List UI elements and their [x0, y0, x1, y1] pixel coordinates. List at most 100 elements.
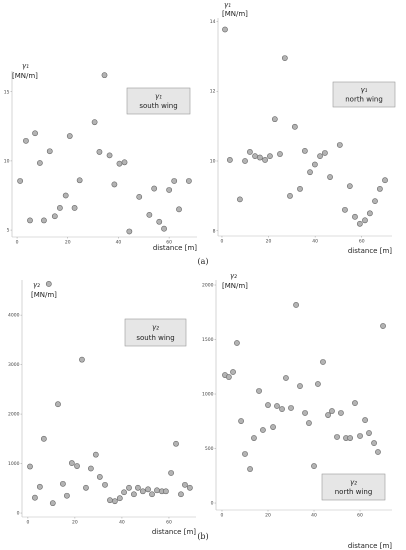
- data-point: [62, 192, 69, 199]
- data-point: [311, 463, 317, 469]
- y-tick-label: 1000: [8, 461, 20, 467]
- data-point: [257, 154, 263, 161]
- data-point: [352, 213, 358, 220]
- legend-box: [126, 87, 191, 115]
- data-point: [291, 123, 298, 130]
- y-tick-label: 1500: [202, 337, 214, 343]
- data-point: [126, 484, 132, 491]
- data-point: [116, 495, 123, 502]
- legend-title: γ₁: [361, 86, 368, 94]
- data-point: [178, 491, 184, 498]
- y-axis-label: γ₂: [33, 281, 40, 289]
- data-point: [32, 494, 38, 501]
- y-axis-unit: [MN/m]: [31, 291, 57, 299]
- data-point: [265, 402, 271, 408]
- data-point: [56, 205, 63, 211]
- data-point: [247, 149, 253, 155]
- data-point: [36, 483, 43, 490]
- data-point: [17, 178, 24, 184]
- x-tick-label: 0: [221, 239, 224, 245]
- data-point: [270, 424, 276, 430]
- legend-box: [321, 473, 386, 501]
- y-tick-label: 1000: [202, 392, 214, 398]
- data-point: [297, 383, 303, 389]
- data-point: [226, 157, 233, 163]
- data-point: [251, 435, 257, 441]
- chart-panel: 0 500 1000 1500 2000 0 20 40 60 γ₂ [MN/m] distance …: [202, 272, 392, 550]
- data-point: [362, 417, 368, 423]
- data-point: [135, 484, 141, 491]
- data-point: [92, 451, 99, 458]
- x-axis-label: distance [m]: [152, 528, 196, 536]
- data-point: [66, 133, 73, 139]
- data-point: [55, 401, 61, 408]
- data-point: [301, 147, 308, 154]
- y-axis-label: γ₂: [230, 272, 237, 280]
- data-point: [151, 185, 158, 192]
- data-point: [382, 177, 388, 184]
- data-point: [366, 430, 372, 436]
- data-point: [338, 410, 344, 416]
- data-point: [356, 220, 363, 227]
- data-point: [27, 217, 33, 224]
- x-axis-label: distance [m]: [348, 247, 392, 255]
- data-point: [267, 153, 273, 160]
- data-point: [27, 463, 33, 470]
- data-point: [260, 427, 266, 433]
- data-point: [366, 210, 373, 217]
- data-point: [283, 375, 289, 381]
- data-point: [166, 187, 173, 193]
- x-tick-label: 20: [65, 240, 71, 246]
- data-point: [76, 177, 83, 184]
- data-point: [186, 484, 193, 491]
- data-point: [106, 152, 113, 159]
- legend-title: γ₂: [152, 324, 159, 332]
- data-point: [107, 497, 113, 504]
- data-point: [176, 206, 182, 213]
- x-tick-label: 60: [166, 520, 172, 526]
- data-point: [230, 369, 236, 375]
- data-point: [372, 198, 378, 205]
- data-point: [111, 498, 118, 505]
- y-tick-label: 0: [17, 511, 20, 517]
- data-point: [252, 153, 258, 160]
- data-point: [156, 218, 163, 225]
- y-axis-unit: [MN/m]: [222, 10, 248, 18]
- data-point: [71, 205, 78, 211]
- data-point: [154, 487, 160, 494]
- data-point: [277, 151, 283, 157]
- x-tick-label: 20: [266, 239, 272, 245]
- data-point: [163, 488, 169, 495]
- y-tick-label: 5: [7, 228, 10, 234]
- data-point: [327, 174, 333, 180]
- legend-subtitle: north wing: [335, 488, 373, 496]
- data-point: [79, 356, 85, 363]
- y-tick-label: 12: [210, 89, 216, 95]
- y-tick-label: 500: [205, 446, 214, 452]
- y-tick-label: 10: [210, 159, 216, 165]
- data-point: [242, 158, 248, 164]
- data-point: [136, 193, 143, 200]
- data-point: [347, 435, 354, 441]
- legend-subtitle: north wing: [345, 96, 383, 104]
- data-point: [126, 228, 133, 235]
- chart-panel: 0 1000 2000 3000 4000 0 20 40 60 γ₂ [MN/m] distance…: [8, 280, 196, 536]
- chart-panel: 5 10 15 0 20 40 60 γ₁ [MN/m] distance [m] γ₁ south …: [4, 62, 197, 252]
- legend-title: γ₁: [155, 92, 162, 100]
- x-tick-label: 20: [72, 520, 78, 526]
- panel-label: (b): [197, 532, 208, 541]
- x-tick-label: 40: [119, 520, 125, 526]
- data-point: [302, 410, 308, 416]
- y-axis-label: γ₁: [22, 62, 29, 70]
- data-point: [371, 440, 377, 446]
- data-point: [271, 116, 278, 123]
- data-point: [139, 488, 146, 495]
- data-point: [329, 408, 335, 414]
- x-tick-label: 0: [221, 513, 224, 519]
- x-tick-label: 60: [357, 513, 363, 519]
- data-point: [146, 211, 153, 218]
- y-tick-label: 14: [210, 19, 216, 25]
- data-point: [375, 449, 381, 455]
- y-tick-label: 2000: [202, 283, 214, 289]
- legend-box: [124, 318, 187, 347]
